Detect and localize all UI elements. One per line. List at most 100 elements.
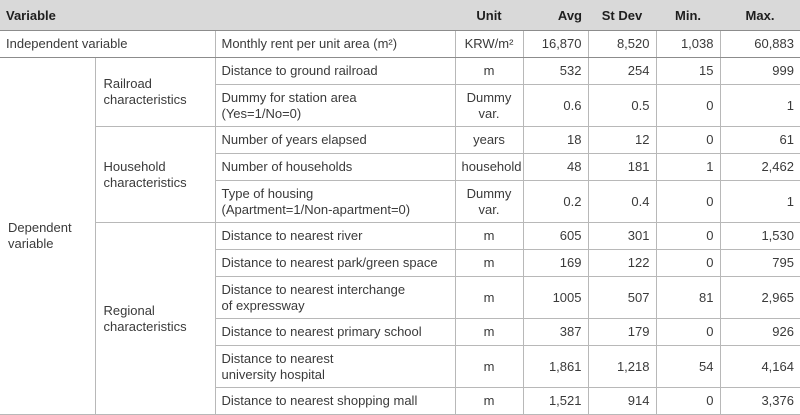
header-min: Min. — [656, 0, 720, 31]
avg-cell: 532 — [523, 57, 589, 85]
variable-name-line1: Distance to nearest park/green space — [221, 255, 438, 270]
max-cell: 1,530 — [720, 222, 800, 250]
min-cell: 1,038 — [656, 30, 721, 58]
stdev-cell: 0.5 — [588, 84, 657, 127]
min-cell: 0 — [656, 180, 721, 223]
max-cell: 4,164 — [720, 345, 800, 388]
header-unit: Unit — [455, 0, 523, 31]
unit-cell: m — [455, 318, 524, 346]
min-cell: 1 — [656, 153, 721, 181]
unit-line1: m — [483, 324, 495, 339]
header-stdev: St Dev — [588, 0, 656, 31]
table-row: Dependent variable Railroad characterist… — [0, 57, 800, 415]
variable-name-line1: Distance to nearest interchange — [221, 281, 406, 297]
unit-line1: m — [483, 63, 495, 78]
variable-name: Distance to nearest shopping mall — [215, 387, 456, 415]
variable-name: Type of housing (Apartment=1/Non-apartme… — [215, 180, 456, 223]
dependent-label-line1: Dependent — [8, 220, 72, 235]
avg-cell: 48 — [523, 153, 589, 181]
unit-cell: KRW/m² — [455, 30, 524, 58]
variable-name-line1: Distance to nearest river — [221, 228, 363, 243]
unit-line1: m — [483, 289, 495, 305]
avg-cell: 0.2 — [523, 180, 589, 223]
variable-name-line1: Dummy for station area — [221, 89, 357, 105]
variable-name: Number of years elapsed — [215, 126, 456, 154]
table-row: Regional characteristics Distance to nea… — [0, 222, 800, 415]
avg-cell: 0.6 — [523, 84, 589, 127]
stdev-cell: 122 — [588, 249, 657, 277]
variable-name-line1: Number of households — [221, 159, 353, 174]
stdev-cell: 181 — [588, 153, 657, 181]
stdev-cell: 12 — [588, 126, 657, 154]
unit-line1: m — [483, 255, 495, 270]
dependent-label: Dependent variable — [0, 57, 96, 415]
avg-cell: 18 — [523, 126, 589, 154]
header-row: Variable Unit Avg St Dev Min. Max. — [0, 0, 800, 31]
max-cell: 60,883 — [720, 30, 800, 58]
max-cell: 3,376 — [720, 387, 800, 415]
unit-line2: var. — [478, 201, 500, 217]
group-railroad: Railroad characteristics — [95, 57, 216, 127]
variable-name: Distance to ground railroad — [215, 57, 456, 85]
unit-line1: m — [483, 358, 495, 374]
stdev-cell: 914 — [588, 387, 657, 415]
avg-cell: 16,870 — [523, 30, 589, 58]
max-cell: 1 — [720, 180, 800, 223]
variable-name: Distance to nearest river — [215, 222, 456, 250]
variable-name-line1: Number of years elapsed — [221, 132, 367, 147]
variable-name-line2: (Apartment=1/Non-apartment=0) — [221, 201, 411, 217]
stdev-cell: 254 — [588, 57, 657, 85]
unit-cell: m — [455, 222, 524, 250]
table-row: Distance to nearest primary school m 387… — [0, 318, 800, 346]
max-cell: 926 — [720, 318, 800, 346]
avg-cell: 1,521 — [523, 387, 589, 415]
stdev-cell: 1,218 — [588, 345, 657, 388]
unit-line1: m — [483, 228, 495, 243]
stdev-cell: 301 — [588, 222, 657, 250]
unit-cell: m — [455, 345, 524, 388]
table-row-independent: Independent variable Monthly rent per un… — [0, 30, 800, 58]
group-regional-line2: characteristics — [103, 318, 187, 334]
max-cell: 1 — [720, 84, 800, 127]
avg-cell: 1,861 — [523, 345, 589, 388]
variable-name-line1: Type of housing — [221, 185, 314, 201]
group-regional-line1: Regional — [103, 302, 155, 318]
unit-cell: household — [455, 153, 524, 181]
min-cell: 0 — [656, 126, 721, 154]
max-cell: 2,965 — [720, 276, 800, 319]
variable-name: Monthly rent per unit area (m²) — [215, 30, 456, 58]
variable-name-line2: (Yes=1/No=0) — [221, 105, 302, 121]
independent-label: Independent variable — [0, 30, 216, 58]
stdev-cell: 8,520 — [588, 30, 657, 58]
unit-line1: Dummy — [466, 89, 512, 105]
group-household-line2: characteristics — [103, 174, 187, 190]
variable-name-line1: Distance to nearest — [221, 350, 334, 366]
min-cell: 0 — [656, 84, 721, 127]
unit-line1: Dummy — [466, 185, 512, 201]
unit-cell: Dummy var. — [455, 84, 524, 127]
table-row: Distance to nearest interchange of expre… — [0, 276, 800, 319]
max-cell: 999 — [720, 57, 800, 85]
unit-cell: Dummy var. — [455, 180, 524, 223]
stdev-cell: 179 — [588, 318, 657, 346]
variable-name: Distance to nearest university hospital — [215, 345, 456, 388]
stdev-cell: 507 — [588, 276, 657, 319]
table-row: Household characteristics Number of year… — [0, 126, 800, 223]
variable-name: Dummy for station area (Yes=1/No=0) — [215, 84, 456, 127]
min-cell: 0 — [656, 222, 721, 250]
unit-cell: m — [455, 57, 524, 85]
variable-name: Distance to nearest park/green space — [215, 249, 456, 277]
variable-name-line1: Distance to nearest primary school — [221, 324, 422, 339]
variable-name: Distance to nearest interchange of expre… — [215, 276, 456, 319]
avg-cell: 387 — [523, 318, 589, 346]
dependent-label-line2: variable — [8, 236, 54, 251]
min-cell: 54 — [656, 345, 721, 388]
table-row: Number of households household 48 181 1 … — [0, 153, 800, 181]
avg-cell: 1005 — [523, 276, 589, 319]
group-regional: Regional characteristics — [95, 222, 216, 415]
variable-name-line1: Distance to nearest shopping mall — [221, 393, 418, 408]
max-cell: 795 — [720, 249, 800, 277]
group-household: Household characteristics — [95, 126, 216, 223]
avg-cell: 169 — [523, 249, 589, 277]
